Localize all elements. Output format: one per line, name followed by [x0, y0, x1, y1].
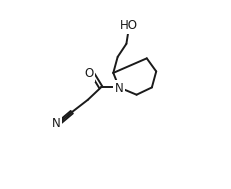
Text: HO: HO [120, 19, 138, 32]
Text: O: O [85, 67, 94, 80]
Text: N: N [115, 82, 124, 95]
Text: N: N [52, 117, 60, 130]
